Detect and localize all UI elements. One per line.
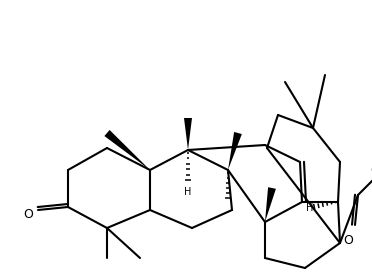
- Text: O: O: [23, 209, 33, 221]
- Polygon shape: [265, 187, 276, 222]
- Polygon shape: [184, 118, 192, 150]
- Polygon shape: [228, 132, 242, 170]
- Polygon shape: [105, 130, 150, 170]
- Text: H: H: [184, 187, 192, 197]
- Text: H: H: [306, 203, 314, 213]
- Text: OH: OH: [370, 164, 372, 176]
- Text: O: O: [343, 234, 353, 246]
